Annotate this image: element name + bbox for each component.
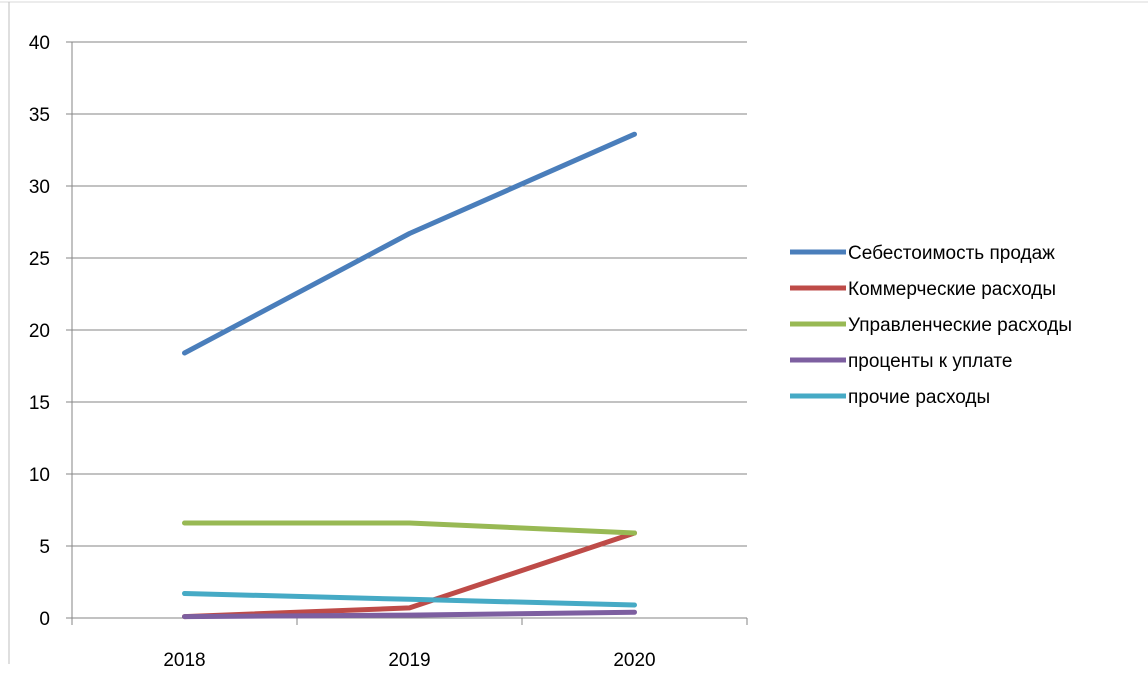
series-line-5 <box>182 591 637 608</box>
x-tick-label: 2020 <box>613 650 655 671</box>
legend-label: проценты к уплате <box>848 351 1012 372</box>
legend-label: Управленческие расходы <box>848 315 1072 336</box>
legend-label: Коммерческие расходы <box>848 279 1056 300</box>
y-tick-label: 30 <box>29 177 50 198</box>
y-tick-label: 15 <box>29 393 50 414</box>
series-lines <box>182 131 637 620</box>
y-tick-label: 35 <box>29 105 50 126</box>
series-line-4 <box>182 609 637 620</box>
y-tick-label: 25 <box>29 249 50 270</box>
x-tick-label: 2018 <box>163 650 205 671</box>
y-tick-label: 5 <box>39 537 50 558</box>
y-tick-label: 10 <box>29 465 50 486</box>
axes: 0 5 10 15 20 25 30 35 40 2018 2019 2020 <box>29 33 748 671</box>
series-line-3 <box>182 520 637 536</box>
legend-label: прочие расходы <box>848 387 990 408</box>
gridlines <box>66 41 747 619</box>
y-tick-label: 40 <box>29 33 50 54</box>
y-tick-label: 20 <box>29 321 50 342</box>
series-line-1 <box>182 131 637 356</box>
legend: Себестоимость продаж Коммерческие расходы… <box>790 243 1072 408</box>
y-tick-label: 0 <box>39 609 50 630</box>
legend-label: Себестоимость продаж <box>848 243 1055 264</box>
x-tick-label: 2019 <box>388 650 430 671</box>
